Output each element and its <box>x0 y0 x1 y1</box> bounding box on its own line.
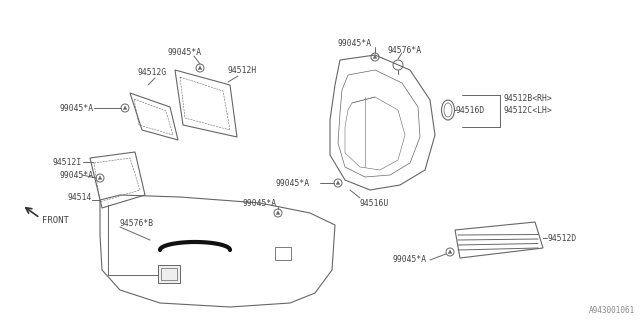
Text: 99045*A: 99045*A <box>243 198 277 207</box>
Polygon shape <box>373 55 377 59</box>
Text: 94516D: 94516D <box>456 106 485 115</box>
Text: A943001061: A943001061 <box>589 306 635 315</box>
Text: 99045*A: 99045*A <box>338 38 372 47</box>
Text: 94512B<RH>: 94512B<RH> <box>503 93 552 102</box>
Text: 94576*A: 94576*A <box>388 45 422 54</box>
Text: 99045*A: 99045*A <box>168 47 202 57</box>
Polygon shape <box>448 250 452 253</box>
Text: 94576*B: 94576*B <box>120 219 154 228</box>
Polygon shape <box>98 176 102 180</box>
Polygon shape <box>198 66 202 69</box>
Text: 94512G: 94512G <box>138 68 167 76</box>
Text: 99045*A: 99045*A <box>60 103 94 113</box>
Polygon shape <box>336 181 340 184</box>
Text: 94512C<LH>: 94512C<LH> <box>503 106 552 115</box>
Text: 94514: 94514 <box>68 193 92 202</box>
Text: 94512H: 94512H <box>228 66 257 75</box>
Text: 94512D: 94512D <box>547 234 576 243</box>
Text: 99045*A: 99045*A <box>275 179 309 188</box>
FancyBboxPatch shape <box>158 265 180 283</box>
Text: 94512I: 94512I <box>52 157 82 166</box>
Text: 99045*A: 99045*A <box>393 255 427 265</box>
Text: 99045*A: 99045*A <box>60 171 94 180</box>
Polygon shape <box>276 211 280 214</box>
Polygon shape <box>123 106 127 109</box>
Text: 94516U: 94516U <box>360 198 389 207</box>
Text: FRONT: FRONT <box>42 215 69 225</box>
